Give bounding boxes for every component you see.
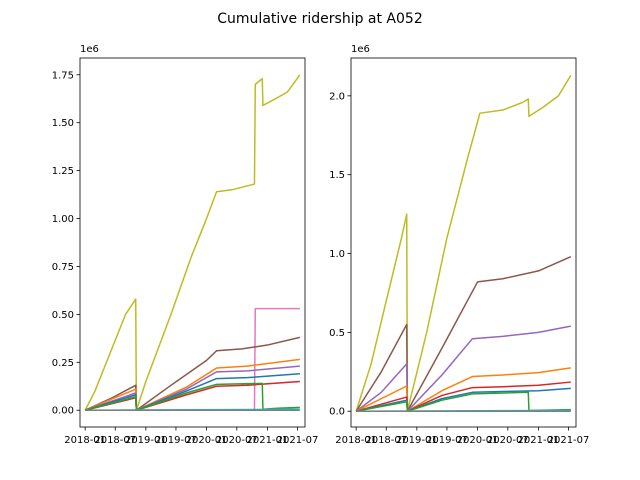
x-tick-label: 2019-01 xyxy=(125,435,167,446)
series-line-1 xyxy=(84,74,301,411)
series-line-6 xyxy=(84,373,300,411)
series-line-5 xyxy=(355,381,571,412)
series-line-2 xyxy=(355,256,572,412)
y-tick-label: 0.50 xyxy=(52,310,74,321)
right-subplot: 0.00.51.01.52.01e62018-012018-072019-012… xyxy=(329,44,589,446)
series-line-8 xyxy=(84,382,300,411)
x-tick-label: 2018-01 xyxy=(64,435,106,446)
y-tick-label: 1.25 xyxy=(52,166,74,177)
y-exponent-label: 1e6 xyxy=(351,44,370,55)
y-tick-label: 0.75 xyxy=(52,262,74,273)
x-tick-label: 2018-07 xyxy=(365,435,407,446)
axes-frame xyxy=(350,57,577,428)
chart-title: Cumulative ridership at A052 xyxy=(217,11,422,27)
x-tick-label: 2020-07 xyxy=(216,435,258,446)
x-tick-label: 2021-01 xyxy=(518,435,560,446)
left-subplot: 0.00 0.25 0.50 0.75 1.00 1.25 1.50 1.75 1e6 2018-… xyxy=(52,44,319,446)
y-tick-label: 1.50 xyxy=(52,118,74,129)
x-tick-label: 2019-07 xyxy=(155,435,197,446)
x-tick-label: 2020-01 xyxy=(186,435,228,446)
series-line-3 xyxy=(84,336,301,411)
series-line-4 xyxy=(355,367,571,412)
y-tick-label: 2.0 xyxy=(329,91,345,102)
x-tick-label: 2018-01 xyxy=(335,435,377,446)
x-tick-label: 2020-07 xyxy=(487,435,529,446)
series-line-1 xyxy=(355,74,572,412)
series-line-3 xyxy=(355,325,571,412)
series-line-5 xyxy=(84,365,300,411)
series-line-4 xyxy=(84,358,300,411)
x-tick-label: 2019-01 xyxy=(396,435,438,446)
y-tick-label: 1.75 xyxy=(52,70,74,81)
x-tick-label: 2018-07 xyxy=(94,435,136,446)
x-tick-label: 2021-01 xyxy=(247,435,289,446)
x-tick-label: 2019-07 xyxy=(426,435,468,446)
y-tick-label: 1.0 xyxy=(329,249,345,260)
x-tick-label: 2020-01 xyxy=(457,435,499,446)
y-tick-label: 0.25 xyxy=(52,358,74,369)
x-tick-label: 2021-07 xyxy=(277,435,319,446)
series-line-7 xyxy=(356,391,571,412)
x-tick-label: 2021-07 xyxy=(548,435,590,446)
y-exponent-label: 1e6 xyxy=(80,44,99,55)
y-tick-label: 1.00 xyxy=(52,214,74,225)
y-tick-label: 0.0 xyxy=(329,407,345,418)
y-tick-label: 0.00 xyxy=(52,406,74,417)
y-tick-label: 1.5 xyxy=(329,170,345,181)
axes-frame xyxy=(79,57,306,428)
y-tick-label: 0.5 xyxy=(329,328,345,339)
